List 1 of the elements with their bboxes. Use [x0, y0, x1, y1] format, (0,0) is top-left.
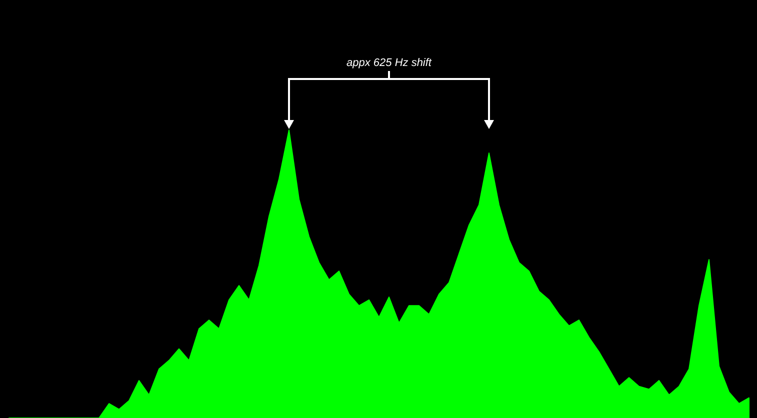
text: appx 625 Hz shift — [346, 57, 432, 69]
